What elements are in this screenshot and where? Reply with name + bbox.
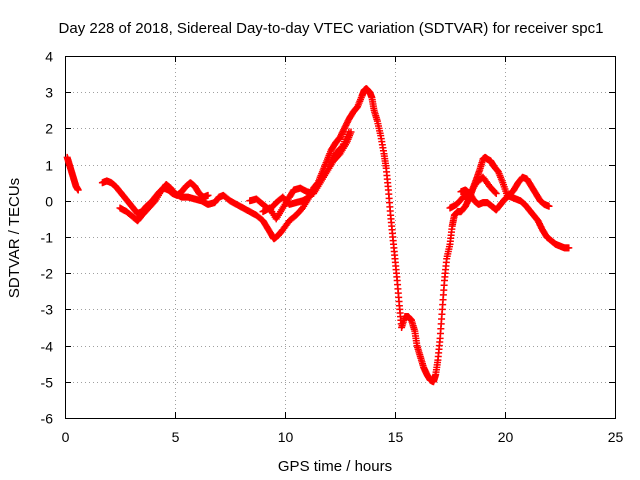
x-tick-label: 10 [278,429,294,445]
data-point [204,191,212,199]
x-tick-label: 5 [172,429,180,445]
data-point [345,128,353,136]
data-point [305,193,313,201]
axis-ticks [65,56,616,419]
y-tick-label: -6 [41,411,54,427]
y-axis-label: SDTVAR / TECUs [6,178,23,298]
y-tick-label: -2 [41,266,54,282]
y-tick-label: 1 [45,158,53,174]
y-tick-label: -1 [41,230,54,246]
y-tick-label: -4 [41,339,54,355]
data-point [74,186,82,194]
y-tick-label: -5 [41,375,54,391]
x-axis-label: GPS time / hours [278,458,392,475]
data-point [491,188,499,196]
x-tick-label: 25 [608,429,624,445]
grid-lines [65,56,615,418]
data-point [492,190,500,198]
y-tick-label: 2 [45,121,53,137]
chart-title: Day 228 of 2018, Sidereal Day-to-day VTE… [59,20,604,37]
data-point [565,244,573,252]
x-tick-labels: 0 5 10 15 20 25 [62,429,624,445]
y-tick-label: 4 [45,49,53,65]
data-point [545,202,553,210]
y-tick-label: 3 [45,85,53,101]
x-tick-label: 0 [62,429,70,445]
data-markers [63,85,573,386]
x-tick-label: 20 [498,429,514,445]
data-point [337,144,345,152]
y-tick-labels: -6 -5 -4 -3 -2 -1 0 1 2 3 4 [41,49,54,427]
y-tick-label: 0 [45,194,53,210]
y-tick-label: -3 [41,302,54,318]
x-tick-label: 15 [388,429,404,445]
